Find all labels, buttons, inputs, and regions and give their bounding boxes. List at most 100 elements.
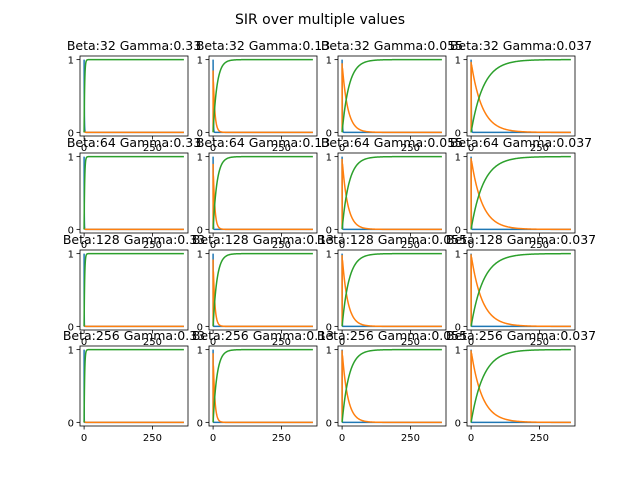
y-tick-label: 0 bbox=[197, 225, 203, 236]
x-tick-label: 250 bbox=[401, 240, 420, 251]
subplot-title: Beta:128 Gamma:0.13 bbox=[192, 232, 334, 247]
subplot-title: Beta:64 Gamma:0.055 bbox=[321, 135, 463, 150]
series-line-r bbox=[470, 58, 571, 133]
y-tick-label: 1 bbox=[197, 56, 203, 67]
y-tick-label: 1 bbox=[326, 153, 332, 164]
x-tick-label: 0 bbox=[468, 240, 474, 251]
y-tick-label: 1 bbox=[455, 346, 461, 357]
y-tick-label: 1 bbox=[455, 56, 461, 67]
series-line-r bbox=[212, 58, 313, 133]
y-tick-label: 0 bbox=[68, 322, 74, 333]
axes-frame bbox=[466, 55, 576, 137]
y-tick-label: 1 bbox=[68, 250, 74, 261]
series-line-r bbox=[470, 155, 571, 230]
y-tick-label: 1 bbox=[197, 346, 203, 357]
axes-frame bbox=[79, 152, 189, 234]
subplot-title: Beta:128 Gamma:0.055 bbox=[317, 232, 467, 247]
y-tick-label: 1 bbox=[455, 250, 461, 261]
y-tick-label: 0 bbox=[455, 128, 461, 139]
x-tick-label: 250 bbox=[143, 240, 162, 251]
x-tick-label: 0 bbox=[468, 143, 474, 154]
series-line-r bbox=[83, 155, 184, 230]
subplot-title: Beta:32 Gamma:0.055 bbox=[321, 38, 463, 53]
y-tick-label: 1 bbox=[326, 346, 332, 357]
y-tick-label: 1 bbox=[455, 153, 461, 164]
subplot-title: Beta:256 Gamma:0.13 bbox=[192, 328, 334, 343]
series-line-r bbox=[83, 348, 184, 423]
subplot-title: Beta:256 Gamma:0.33 bbox=[63, 328, 205, 343]
x-tick-label: 250 bbox=[530, 143, 549, 154]
y-tick-label: 1 bbox=[68, 346, 74, 357]
axes-frame bbox=[337, 345, 447, 427]
x-tick-label: 0 bbox=[210, 240, 216, 251]
y-tick-label: 1 bbox=[326, 250, 332, 261]
series-line-i bbox=[470, 254, 571, 328]
x-tick-label: 0 bbox=[339, 433, 345, 444]
x-tick-label: 250 bbox=[530, 433, 549, 444]
x-tick-label: 0 bbox=[339, 143, 345, 154]
x-tick-label: 250 bbox=[143, 433, 162, 444]
axes-frame bbox=[466, 249, 576, 331]
y-tick-label: 0 bbox=[68, 225, 74, 236]
axes-frame bbox=[79, 55, 189, 137]
subplot-title: Beta:32 Gamma:0.037 bbox=[450, 38, 592, 53]
axes-frame bbox=[466, 345, 576, 427]
series-line-i bbox=[470, 350, 571, 424]
x-tick-label: 250 bbox=[530, 240, 549, 251]
x-tick-label: 0 bbox=[468, 337, 474, 348]
x-tick-label: 0 bbox=[81, 433, 87, 444]
subplot-r0-c1: 0 1 0 250 Beta:32 Gamma:0.13 bbox=[196, 38, 330, 154]
y-tick-label: 0 bbox=[197, 128, 203, 139]
series-line-i bbox=[341, 350, 442, 424]
y-tick-label: 0 bbox=[326, 322, 332, 333]
axes-frame bbox=[337, 152, 447, 234]
y-tick-label: 1 bbox=[197, 153, 203, 164]
series-line-r bbox=[341, 155, 442, 230]
series-line-r bbox=[341, 252, 442, 327]
series-line-r bbox=[470, 348, 571, 423]
x-tick-label: 0 bbox=[468, 433, 474, 444]
series-line-r bbox=[341, 58, 442, 133]
y-tick-label: 0 bbox=[197, 418, 203, 429]
series-line-r bbox=[212, 348, 313, 423]
x-tick-label: 250 bbox=[143, 337, 162, 348]
series-line-r bbox=[83, 58, 184, 133]
x-tick-label: 0 bbox=[210, 143, 216, 154]
series-line-r bbox=[470, 252, 571, 327]
subplot-title: Beta:256 Gamma:0.037 bbox=[446, 328, 596, 343]
x-tick-label: 250 bbox=[401, 433, 420, 444]
x-tick-label: 250 bbox=[272, 240, 291, 251]
y-tick-label: 0 bbox=[68, 418, 74, 429]
subplot-r0-c3: 0 1 0 250 Beta:32 Gamma:0.037 bbox=[450, 38, 592, 154]
series-line-i bbox=[341, 158, 442, 231]
series-line-i bbox=[83, 130, 184, 134]
axes-frame bbox=[79, 249, 189, 331]
axes-frame bbox=[208, 152, 318, 234]
x-tick-label: 0 bbox=[339, 240, 345, 251]
series-line-i bbox=[83, 227, 184, 231]
subplot-title: Beta:128 Gamma:0.037 bbox=[446, 232, 596, 247]
x-tick-label: 0 bbox=[81, 337, 87, 348]
x-tick-label: 250 bbox=[530, 337, 549, 348]
series-line-i bbox=[83, 420, 184, 424]
subplot-title: Beta:64 Gamma:0.13 bbox=[196, 135, 330, 150]
subplot-title: Beta:32 Gamma:0.13 bbox=[196, 38, 330, 53]
x-tick-label: 0 bbox=[81, 240, 87, 251]
series-line-i bbox=[341, 63, 442, 134]
x-tick-label: 250 bbox=[272, 337, 291, 348]
x-tick-label: 250 bbox=[143, 143, 162, 154]
x-tick-label: 0 bbox=[339, 337, 345, 348]
